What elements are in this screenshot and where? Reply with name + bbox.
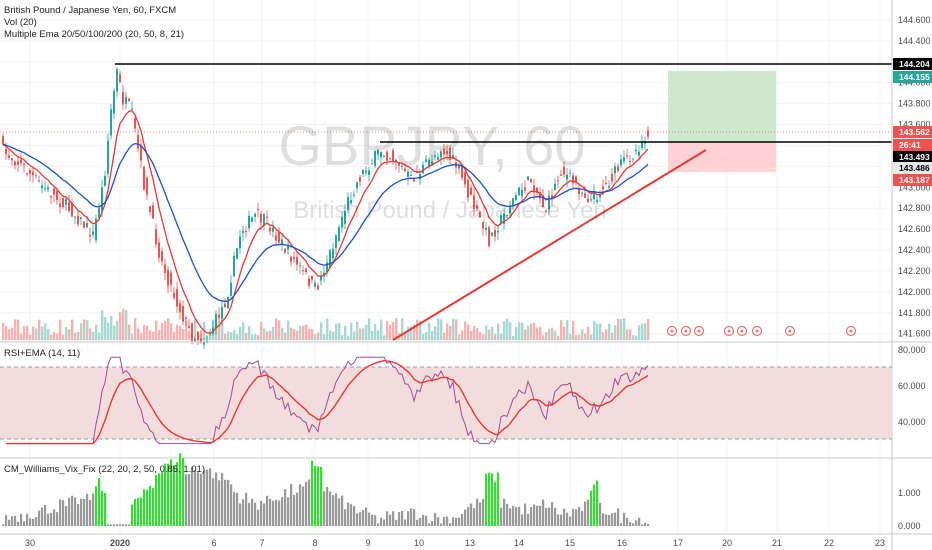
target-zone: [668, 71, 776, 142]
price-tag-label: 143.562: [899, 127, 930, 137]
x-tick-label: 22: [824, 538, 834, 548]
vix-tick-label: 0.000: [898, 521, 921, 531]
x-tick-label: 10: [414, 538, 424, 548]
x-tick-label: 2020: [110, 538, 130, 548]
vix-tick-label: 1.000: [898, 488, 921, 498]
y-tick-label: 142.800: [898, 203, 931, 213]
price-tag-label: 144.155: [899, 72, 930, 82]
x-tick-label: 14: [514, 538, 524, 548]
price-tag-label: 143.187: [899, 175, 930, 185]
price-tag-label: 143.486: [899, 163, 930, 173]
y-tick-label: 141.600: [898, 329, 931, 339]
price-tag-label: 143.493: [899, 152, 930, 162]
ema-legend[interactable]: Multiple Ema 20/50/100/200 (20, 50, 8, 2…: [4, 29, 184, 40]
rsi-tick-label: 80.000: [898, 345, 926, 355]
y-tick-label: 141.800: [898, 308, 931, 318]
rsi-legend[interactable]: RSI+EMA (14, 11): [4, 348, 80, 359]
y-tick-label: 142.400: [898, 245, 931, 255]
price-tag-label: 144.204: [899, 59, 930, 69]
x-tick-label: 21: [772, 538, 782, 548]
y-tick-label: 143.800: [898, 99, 931, 109]
y-tick-label: 142.600: [898, 224, 931, 234]
x-tick-label: 17: [673, 538, 683, 548]
x-tick-label: 16: [617, 538, 627, 548]
x-tick-label: 6: [211, 538, 216, 548]
symbol-legend[interactable]: British Pound / Japanese Yen, 60, FXCM: [4, 5, 176, 16]
x-tick-label: 15: [565, 538, 575, 548]
y-tick-label: 144.600: [898, 15, 931, 25]
x-tick-label: 30: [25, 538, 35, 548]
x-tick-label: 8: [312, 538, 317, 548]
volume-legend[interactable]: Vol (20): [4, 17, 37, 28]
stop-zone: [668, 142, 776, 172]
x-tick-label: 20: [722, 538, 732, 548]
vix-legend[interactable]: CM_Williams_Vix_Fix (22, 20, 2, 50, 0.85…: [4, 464, 205, 475]
x-tick-label: 23: [875, 538, 885, 548]
x-tick-label: 9: [365, 538, 370, 548]
watermark-description: British Pound / Japanese Yen: [293, 197, 607, 224]
y-tick-label: 142.200: [898, 266, 931, 276]
rsi-tick-label: 40.000: [898, 417, 926, 427]
y-tick-label: 142.000: [898, 287, 931, 297]
rsi-tick-label: 60.000: [898, 381, 926, 391]
watermark-symbol: GBPJPY, 60: [278, 114, 585, 177]
x-tick-label: 13: [465, 538, 475, 548]
x-tick-label: 7: [259, 538, 264, 548]
y-tick-label: 144.400: [898, 36, 931, 46]
price-tag-label: 26:41: [899, 140, 921, 150]
